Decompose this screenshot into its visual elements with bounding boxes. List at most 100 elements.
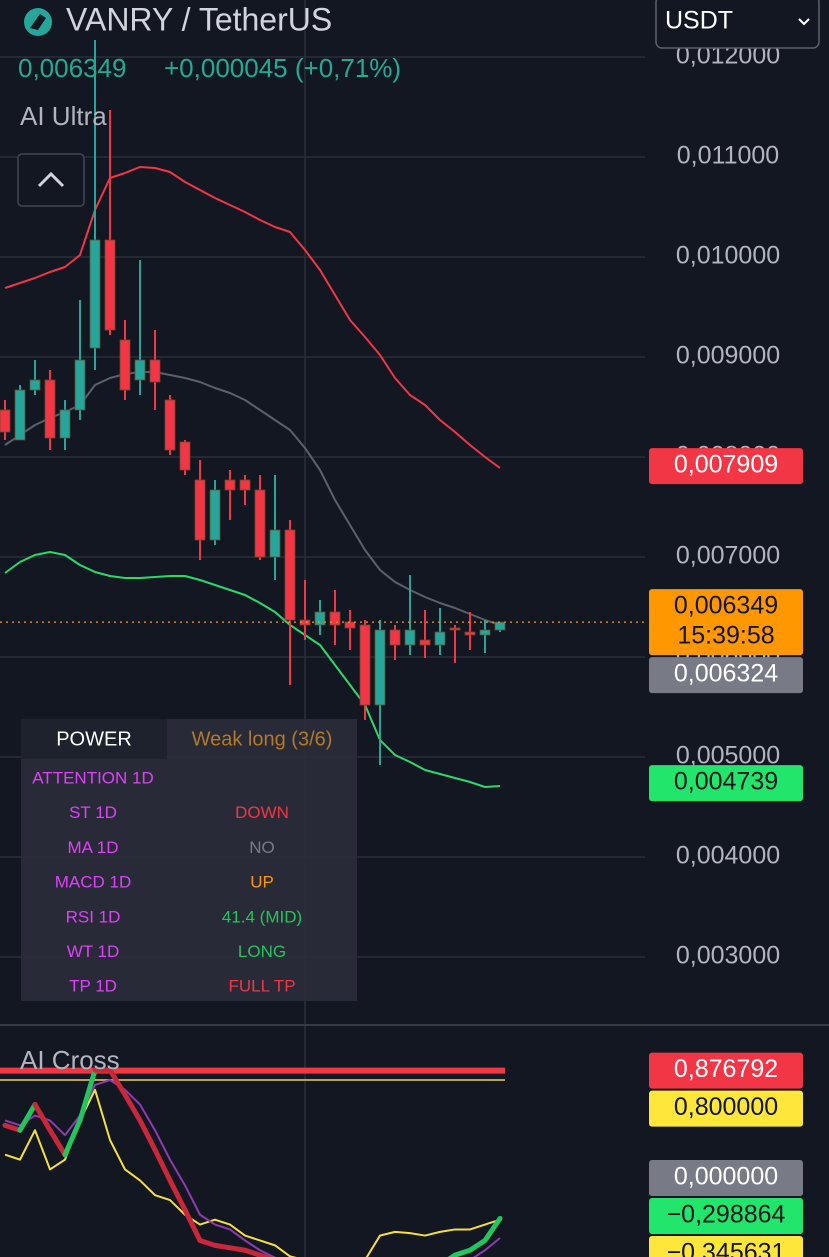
candle-body [179, 441, 191, 471]
price-badge [649, 1235, 803, 1257]
table-status: Weak long (3/6) [192, 728, 333, 750]
candle-body [479, 629, 491, 636]
candle-body [59, 409, 71, 439]
table-row-label: MACD 1D [55, 873, 132, 892]
candle-body [0, 409, 11, 433]
indicator-name: AI Ultra [20, 101, 107, 131]
oscillator-title: AI Cross [20, 1045, 120, 1075]
y-tick-label: 0,007000 [676, 542, 780, 570]
oscillator-main-segment [77, 1067, 98, 1123]
table-row-label: ATTENTION 1D [32, 768, 154, 787]
power-table: POWER Weak long (3/6) ATTENTION 1D ST 1D DOW… [21, 719, 357, 1001]
y-tick-label: 0,011000 [677, 142, 779, 170]
candle-body [404, 629, 416, 646]
table-row-value: LONG [238, 942, 286, 961]
candle-body [74, 359, 86, 411]
y-tick-label: 0,003000 [676, 942, 780, 970]
price-badge [649, 589, 803, 656]
table-row-value: FULL TP [228, 977, 295, 996]
candle-body [314, 611, 326, 626]
candle-body [494, 621, 506, 631]
candle-body [284, 529, 296, 621]
currency-dropdown[interactable] [655, 0, 820, 49]
table-row-value: 41.4 (MID) [222, 907, 302, 926]
collapse-button[interactable] [17, 153, 85, 207]
candle-body [134, 359, 146, 381]
price-badge [649, 765, 803, 802]
oscillator-main-segment [47, 1127, 68, 1158]
y-tick-label: 0,004000 [676, 842, 780, 870]
price-plot [0, 40, 645, 788]
candle-body [224, 479, 236, 491]
candle-body [14, 389, 26, 441]
dropdown-arrow [798, 18, 810, 26]
oscillator-main-segment [32, 1101, 53, 1133]
candle-body [359, 624, 371, 706]
oscillator-main-segment [122, 1092, 143, 1123]
candle-body [374, 629, 386, 706]
price-badge-label: 0,006324 [674, 660, 778, 688]
candle-body [29, 379, 41, 391]
price-badge-label: 0,800000 [674, 1093, 778, 1121]
table-title: POWER [56, 728, 132, 750]
oscillator-main-segment [137, 1117, 158, 1153]
chevron-up-icon [37, 171, 65, 188]
candle-body [119, 339, 131, 391]
band-line [4, 371, 501, 626]
oscillator-main-segment [227, 1245, 248, 1253]
last-price: 0,006349 [18, 53, 126, 83]
price-change: +0,000045 (+0,71%) [164, 53, 401, 83]
price-badge-label: 0,876792 [674, 1055, 778, 1083]
oscillator-line [4, 1088, 501, 1257]
table-row-label: ST 1D [69, 803, 117, 822]
symbol-title: VANRY / TetherUS [66, 1, 332, 37]
candle-body [434, 631, 446, 646]
table-row-value: UP [250, 873, 274, 892]
table-row-label: RSI 1D [66, 907, 121, 926]
price-badge [649, 1090, 803, 1127]
price-badge [649, 657, 803, 694]
candle-body [389, 629, 401, 646]
oscillator-main-segment [152, 1147, 173, 1183]
candle-body [89, 239, 101, 349]
candle-body [329, 611, 341, 626]
price-badge [649, 1159, 803, 1196]
oscillator-main-segment [482, 1215, 503, 1243]
oscillator-main-segment [107, 1067, 128, 1098]
price-badge-label: −0,298864 [667, 1201, 786, 1229]
price-badge-label: 0,006349 [674, 592, 778, 620]
oscillator-main-segment [212, 1242, 233, 1251]
oscillator-main-segment [167, 1177, 188, 1213]
oscillator-main-segment [62, 1117, 83, 1158]
table-row-label: TP 1D [69, 977, 117, 996]
oscillator-main-segment [257, 1252, 274, 1257]
oscillator-plot [0, 1067, 505, 1257]
table-background [21, 719, 357, 1001]
oscillator-main-segment [2, 1122, 23, 1133]
table-row-label: WT 1D [67, 942, 120, 961]
price-badge-countdown: 15:39:58 [677, 622, 774, 650]
candle-body [449, 627, 461, 631]
price-badge-label: 0,007909 [674, 451, 778, 479]
table-row-label: MA 1D [67, 838, 118, 857]
candle-body [239, 479, 251, 491]
price-badge-label: 0,004739 [674, 768, 778, 796]
symbol-logo-mark [30, 14, 46, 30]
y-tick-label: 0,005000 [676, 742, 780, 770]
candle-body [464, 631, 476, 636]
candle-body [344, 621, 356, 629]
candle-body [254, 489, 266, 558]
oscillator-main-segment [242, 1247, 263, 1257]
candle-body [419, 639, 431, 646]
table-row-value: NO [249, 838, 275, 857]
band-line [4, 551, 501, 788]
candle-body [164, 399, 176, 451]
price-badge [649, 1052, 803, 1089]
oscillator-main-segment [17, 1101, 38, 1133]
price-badge [649, 448, 803, 485]
candle-body [269, 529, 281, 558]
price-badge-label: −0,345631 [667, 1239, 786, 1257]
